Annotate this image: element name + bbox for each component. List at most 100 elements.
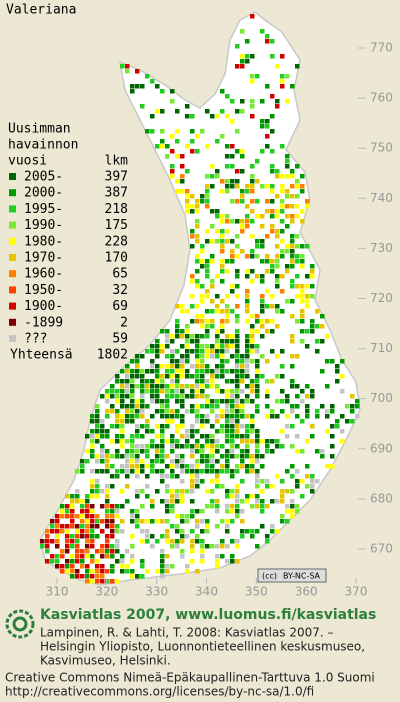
occurrence-square	[130, 459, 135, 464]
occurrence-square	[225, 214, 230, 219]
occurrence-square	[250, 454, 255, 459]
occurrence-square	[170, 474, 175, 479]
license-line: http://creativecommons.org/licenses/by-n…	[5, 685, 314, 699]
occurrence-square	[80, 509, 85, 514]
occurrence-square	[120, 464, 125, 469]
legend-label: 1995-	[24, 202, 63, 217]
occurrence-square	[110, 439, 115, 444]
occurrence-square	[110, 534, 115, 539]
occurrence-square	[330, 359, 335, 364]
occurrence-square	[240, 399, 245, 404]
occurrence-square	[110, 504, 115, 509]
occurrence-square	[250, 424, 255, 429]
occurrence-square	[270, 114, 275, 119]
occurrence-square	[205, 384, 210, 389]
occurrence-square	[210, 424, 215, 429]
occurrence-square	[235, 269, 240, 274]
occurrence-square	[250, 349, 255, 354]
occurrence-square	[235, 464, 240, 469]
occurrence-square	[220, 409, 225, 414]
occurrence-square	[80, 459, 85, 464]
occurrence-square	[255, 384, 260, 389]
occurrence-square	[290, 184, 295, 189]
occurrence-square	[295, 509, 300, 514]
occurrence-square	[245, 359, 250, 364]
occurrence-square	[145, 484, 150, 489]
occurrence-square	[205, 324, 210, 329]
occurrence-square	[100, 519, 105, 524]
occurrence-square	[115, 469, 120, 474]
occurrence-square	[225, 494, 230, 499]
occurrence-square	[225, 524, 230, 529]
occurrence-square	[255, 74, 260, 79]
occurrence-square	[285, 164, 290, 169]
occurrence-square	[175, 389, 180, 394]
occurrence-square	[125, 384, 130, 389]
occurrence-square	[185, 439, 190, 444]
occurrence-square	[245, 184, 250, 189]
occurrence-square	[215, 239, 220, 244]
occurrence-square	[150, 444, 155, 449]
occurrence-square	[120, 489, 125, 494]
occurrence-square	[140, 539, 145, 544]
occurrence-square	[290, 514, 295, 519]
occurrence-square	[310, 394, 315, 399]
y-tick-label: 760	[370, 91, 393, 105]
occurrence-square	[215, 354, 220, 359]
occurrence-square	[95, 404, 100, 409]
occurrence-square	[195, 524, 200, 529]
occurrence-square	[290, 234, 295, 239]
occurrence-square	[85, 544, 90, 549]
occurrence-square	[200, 364, 205, 369]
occurrence-square	[95, 574, 100, 579]
occurrence-square	[110, 389, 115, 394]
occurrence-square	[55, 534, 60, 539]
occurrence-square	[235, 314, 240, 319]
occurrence-square	[275, 244, 280, 249]
occurrence-square	[90, 574, 95, 579]
occurrence-square	[220, 239, 225, 244]
occurrence-square	[215, 389, 220, 394]
occurrence-square	[70, 519, 75, 524]
occurrence-square	[265, 404, 270, 409]
occurrence-square	[150, 79, 155, 84]
occurrence-square	[135, 429, 140, 434]
occurrence-square	[165, 344, 170, 349]
occurrence-square	[320, 404, 325, 409]
occurrence-square	[200, 249, 205, 254]
occurrence-square	[140, 389, 145, 394]
occurrence-square	[220, 389, 225, 394]
occurrence-square	[200, 194, 205, 199]
occurrence-square	[130, 464, 135, 469]
occurrence-square	[135, 374, 140, 379]
occurrence-square	[125, 389, 130, 394]
legend-count: 59	[112, 332, 128, 347]
occurrence-square	[235, 419, 240, 424]
occurrence-square	[240, 519, 245, 524]
occurrence-square	[165, 369, 170, 374]
occurrence-square	[90, 524, 95, 529]
occurrence-square	[245, 294, 250, 299]
occurrence-square	[170, 349, 175, 354]
occurrence-square	[150, 384, 155, 389]
occurrence-square	[170, 419, 175, 424]
occurrence-square	[190, 294, 195, 299]
occurrence-square	[270, 264, 275, 269]
occurrence-square	[240, 29, 245, 34]
occurrence-square	[320, 449, 325, 454]
occurrence-square	[285, 299, 290, 304]
occurrence-square	[210, 164, 215, 169]
legend-count-heading: lkm	[105, 154, 129, 169]
occurrence-square	[235, 384, 240, 389]
occurrence-square	[275, 229, 280, 234]
occurrence-square	[150, 504, 155, 509]
occurrence-square	[105, 524, 110, 529]
occurrence-square	[230, 334, 235, 339]
occurrence-square	[215, 329, 220, 334]
occurrence-square	[225, 504, 230, 509]
occurrence-square	[190, 339, 195, 344]
occurrence-square	[245, 334, 250, 339]
occurrence-square	[245, 439, 250, 444]
occurrence-square	[165, 414, 170, 419]
occurrence-square	[260, 504, 265, 509]
